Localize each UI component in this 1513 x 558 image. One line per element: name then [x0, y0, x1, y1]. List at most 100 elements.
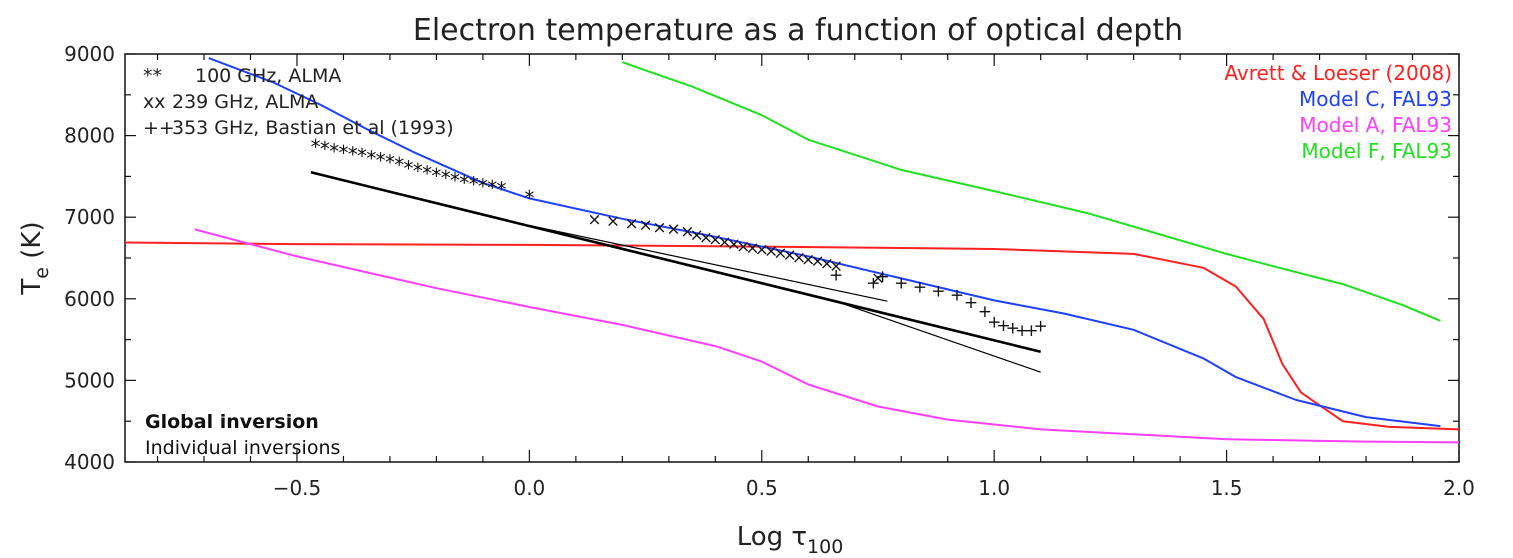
data-point-100-ghz-alma: * [469, 173, 479, 197]
y-tick-label: 5000 [64, 368, 115, 392]
y-axis-ticks: 4000 5000 6000 7000 8000 9000 [64, 42, 1459, 474]
data-point-239-ghz-alma: × [801, 250, 815, 270]
x-tick-label: 2.0 [1443, 476, 1475, 500]
data-point-100-ghz-alma: * [376, 148, 386, 172]
data-point-239-ghz-alma: × [666, 220, 680, 240]
data-point-353-ghz-bastian-et-al-1993: + [987, 313, 1001, 333]
data-point-100-ghz-alma: * [311, 135, 321, 159]
data-point-239-ghz-alma: × [783, 246, 797, 266]
data-point-100-ghz-alma: * [385, 151, 395, 175]
x-axis-label: Log τ100 [737, 522, 844, 558]
data-point-239-ghz-alma: × [699, 228, 713, 248]
data-point-100-ghz-alma: * [366, 147, 376, 171]
x-tick-label: 1.5 [1211, 476, 1243, 500]
x-axis-ticks: −0.5 0.0 0.5 1.0 1.5 2.0 [156, 54, 1475, 500]
legend-point-symbol: xx [143, 91, 166, 113]
y-tick-label: 7000 [64, 205, 115, 229]
series-line-model-f-fal93 [621, 61, 1441, 322]
y-tick-label: 9000 [64, 42, 115, 66]
data-point-353-ghz-bastian-et-al-1993: + [894, 273, 908, 293]
data-point-100-ghz-alma: * [487, 176, 497, 200]
data-point-100-ghz-alma: * [524, 186, 534, 210]
legend-point-symbol: ++ [143, 117, 175, 139]
legend-model-avrett: Avrett & Loeser (2008) [1224, 61, 1452, 85]
points-layer: * * * * * * * * * * * * * * * * * * * * * *× × × × × × ××××××××××××… [311, 135, 1048, 341]
data-point-239-ghz-alma: × [810, 251, 824, 271]
data-point-239-ghz-alma: × [820, 254, 834, 274]
data-point-100-ghz-alma: * [496, 178, 506, 202]
data-point-353-ghz-bastian-et-al-1993: + [913, 278, 927, 298]
data-point-239-ghz-alma: × [606, 211, 620, 231]
data-point-239-ghz-alma: × [717, 233, 731, 253]
legend-point-label: 353 GHz, Bastian et al (1993) [172, 117, 454, 139]
data-point-239-ghz-alma: × [871, 269, 885, 289]
data-point-353-ghz-bastian-et-al-1993: + [1015, 321, 1029, 341]
legend-inversions: Global inversion Individual inversions [145, 411, 340, 459]
data-point-353-ghz-bastian-et-al-1993: + [996, 316, 1010, 336]
y-tick-label: 8000 [64, 124, 115, 148]
data-point-100-ghz-alma: * [450, 169, 460, 193]
data-point-353-ghz-bastian-et-al-1993: + [964, 293, 978, 313]
data-point-239-ghz-alma: × [708, 230, 722, 250]
legend-points: ** 100 GHz, ALMA xx 239 GHz, ALMA ++ 353… [143, 65, 454, 139]
data-point-239-ghz-alma: × [625, 214, 639, 234]
data-point-100-ghz-alma: * [320, 137, 330, 161]
legend-point-label: 239 GHz, ALMA [172, 91, 318, 113]
data-point-239-ghz-alma: × [652, 218, 666, 238]
data-point-100-ghz-alma: * [441, 166, 451, 190]
data-point-239-ghz-alma: × [792, 248, 806, 268]
data-point-353-ghz-bastian-et-al-1993: + [876, 267, 890, 287]
data-point-239-ghz-alma: × [690, 225, 704, 245]
data-point-100-ghz-alma: * [459, 171, 469, 195]
legend-individual-inversions: Individual inversions [145, 437, 340, 459]
y-tick-label: 4000 [64, 450, 115, 474]
data-point-100-ghz-alma: * [478, 174, 488, 198]
series-line-avrett-loeser-2008 [124, 241, 1460, 431]
data-point-100-ghz-alma: * [431, 164, 441, 188]
data-point-100-ghz-alma: * [329, 139, 339, 163]
x-tick-label: −0.5 [273, 476, 322, 500]
legend-model-a: Model A, FAL93 [1299, 113, 1452, 137]
data-point-239-ghz-alma: × [736, 237, 750, 257]
data-point-239-ghz-alma: × [587, 210, 601, 230]
data-point-353-ghz-bastian-et-al-1993: + [866, 273, 880, 293]
x-tick-label: 0.5 [746, 476, 778, 500]
data-point-239-ghz-alma: × [727, 234, 741, 254]
data-point-239-ghz-alma: × [829, 256, 843, 276]
data-point-353-ghz-bastian-et-al-1993: + [1006, 318, 1020, 338]
data-point-239-ghz-alma: × [755, 240, 769, 260]
series-line-global-inversion [310, 171, 1042, 354]
legend-point-label: 100 GHz, ALMA [195, 65, 341, 87]
series-line-model-a-fal93 [194, 228, 1460, 444]
data-point-100-ghz-alma: * [338, 141, 348, 165]
data-point-100-ghz-alma: * [348, 143, 358, 167]
series-layer [124, 57, 1460, 444]
data-point-100-ghz-alma: * [413, 159, 423, 183]
data-point-239-ghz-alma: × [638, 216, 652, 236]
legend-point-symbol: ** [143, 65, 162, 87]
series-line-individual-inversions [529, 224, 888, 302]
series-line-individual-inversions [840, 302, 1041, 373]
y-tick-label: 6000 [64, 287, 115, 311]
data-point-353-ghz-bastian-et-al-1993: + [950, 286, 964, 306]
data-point-239-ghz-alma: × [773, 243, 787, 263]
data-point-353-ghz-bastian-et-al-1993: + [978, 302, 992, 322]
x-tick-label: 1.0 [978, 476, 1010, 500]
data-point-353-ghz-bastian-et-al-1993: + [931, 282, 945, 302]
data-point-100-ghz-alma: * [404, 156, 414, 180]
x-tick-label: 0.0 [513, 476, 545, 500]
data-point-100-ghz-alma: * [422, 161, 432, 185]
legend-models: Avrett & Loeser (2008) Model C, FAL93 Mo… [1224, 61, 1452, 163]
y-axis-label: Te (K) [17, 221, 53, 295]
series-line-model-c-fal93 [208, 57, 1441, 428]
legend-global-inversion: Global inversion [145, 411, 319, 433]
data-point-239-ghz-alma: × [764, 242, 778, 262]
data-point-353-ghz-bastian-et-al-1993: + [829, 265, 843, 285]
data-point-353-ghz-bastian-et-al-1993: + [1034, 317, 1048, 337]
legend-model-f: Model F, FAL93 [1301, 139, 1452, 163]
data-point-353-ghz-bastian-et-al-1993: + [1024, 321, 1038, 341]
legend-model-c: Model C, FAL93 [1299, 87, 1452, 111]
data-point-100-ghz-alma: * [357, 144, 367, 168]
data-point-239-ghz-alma: × [680, 222, 694, 242]
